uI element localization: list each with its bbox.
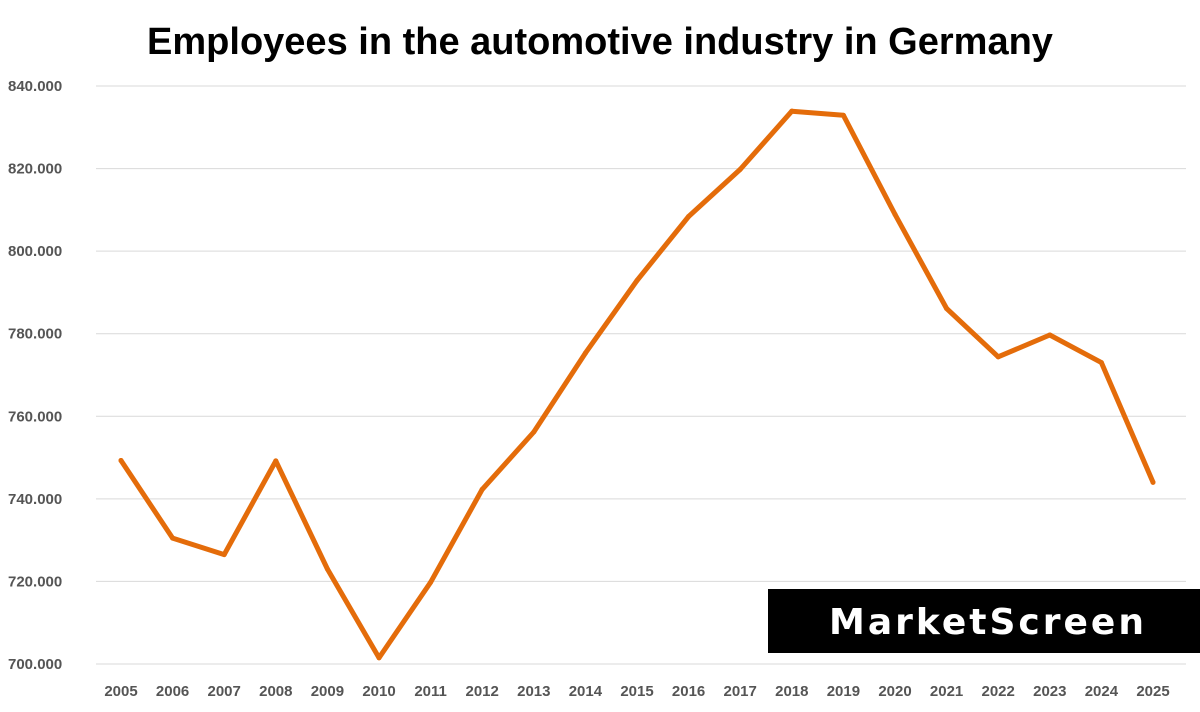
logo-background (768, 589, 1200, 653)
x-tick-label: 2012 (466, 683, 499, 700)
series-group (118, 108, 1156, 661)
data-point (221, 552, 227, 558)
data-point (789, 108, 795, 114)
x-tick-label: 2017 (724, 683, 757, 700)
y-tick-label: 780.000 (8, 326, 62, 343)
x-tick-label: 2006 (156, 683, 189, 700)
x-tick-label: 2025 (1136, 683, 1169, 700)
data-point (1047, 332, 1053, 338)
y-tick-label: 760.000 (8, 408, 62, 425)
x-tick-label: 2015 (620, 683, 653, 700)
y-tick-label: 820.000 (8, 161, 62, 178)
data-point (324, 566, 330, 572)
data-point (737, 166, 743, 172)
data-point (944, 306, 950, 312)
x-tick-label: 2020 (878, 683, 911, 700)
x-tick-label: 2024 (1085, 683, 1119, 700)
x-tick-label: 2022 (982, 683, 1015, 700)
data-point (273, 458, 279, 464)
marketscreen-logo: MarketScreen (768, 589, 1200, 653)
data-point (1098, 360, 1104, 366)
y-tick-label: 840.000 (8, 78, 62, 95)
x-tick-label: 2013 (517, 683, 550, 700)
data-point (1150, 479, 1156, 485)
data-point (634, 277, 640, 283)
data-point (582, 350, 588, 356)
data-point (840, 112, 846, 118)
data-point (376, 655, 382, 661)
data-point (170, 535, 176, 541)
y-tick-label: 740.000 (8, 491, 62, 508)
x-tick-label: 2008 (259, 683, 292, 700)
data-point (428, 579, 434, 585)
gridlines (96, 85, 1186, 665)
data-point (118, 457, 124, 463)
x-tick-label: 2010 (362, 683, 395, 700)
x-tick-label: 2009 (311, 683, 344, 700)
x-tick-label: 2021 (930, 683, 963, 700)
y-axis-tick-labels: 700.000 720.000 740.000 760.000 780.000 800.0… (8, 78, 62, 673)
y-tick-label: 800.000 (8, 243, 62, 260)
x-tick-label: 2014 (569, 683, 603, 700)
data-point (892, 211, 898, 217)
series-line (118, 108, 1156, 661)
x-tick-label: 2018 (775, 683, 808, 700)
data-point (995, 354, 1001, 360)
y-tick-label: 700.000 (8, 656, 62, 673)
logo-text: MarketScreen (829, 602, 1147, 643)
x-tick-label: 2019 (827, 683, 860, 700)
x-tick-label: 2007 (208, 683, 241, 700)
x-tick-label: 2023 (1033, 683, 1066, 700)
x-tick-label: 2016 (672, 683, 705, 700)
data-point (531, 429, 537, 435)
x-axis-tick-labels: 2005 2006 2007 2008 2009 2010 2011 2012 2013 2014… (104, 683, 1169, 700)
x-tick-label: 2011 (414, 683, 447, 700)
data-point (686, 213, 692, 219)
y-tick-label: 720.000 (8, 573, 62, 590)
data-point (479, 486, 485, 492)
x-tick-label: 2005 (104, 683, 137, 700)
chart-title: Employees in the automotive industry in … (147, 21, 1053, 63)
